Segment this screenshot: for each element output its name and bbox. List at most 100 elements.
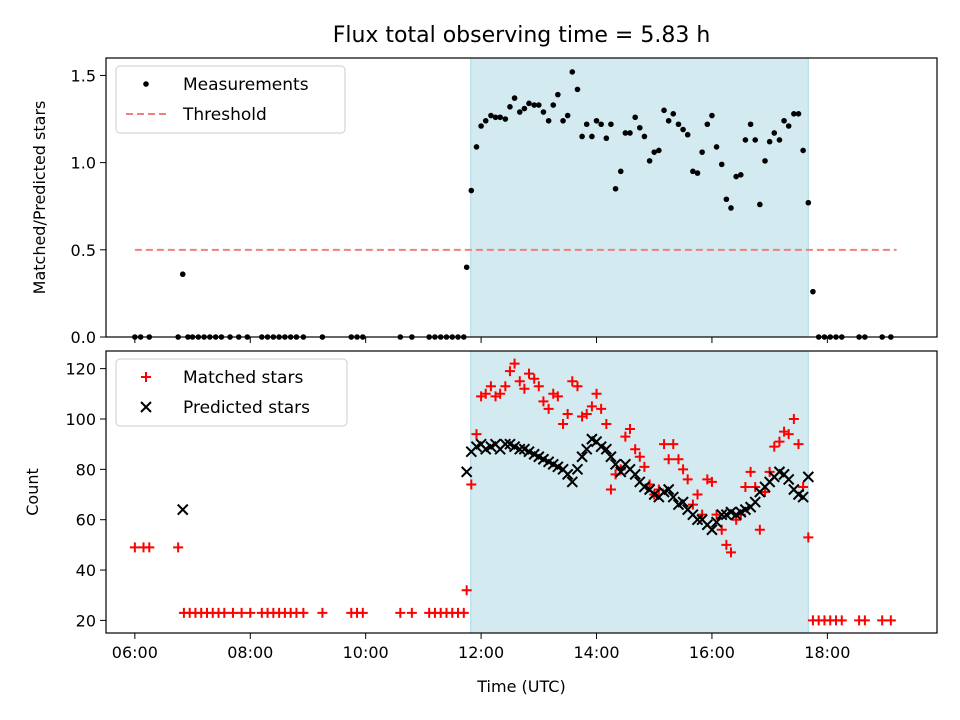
data-point [617, 168, 624, 175]
data-point [667, 491, 679, 503]
data-point [690, 168, 696, 175]
y-tick-label: 60 [76, 511, 96, 530]
data-point [471, 429, 482, 440]
data-point [488, 112, 494, 119]
data-point [591, 388, 602, 399]
data-point [531, 102, 537, 108]
data-point [406, 607, 417, 618]
data-point [639, 461, 650, 472]
data-point [485, 381, 496, 392]
data-point [663, 454, 674, 465]
data-point [760, 487, 771, 497]
data-point [463, 264, 470, 271]
data-point [684, 131, 691, 138]
data-point [885, 615, 896, 626]
data-point [504, 366, 515, 377]
legend-marker [140, 401, 152, 413]
data-point [682, 474, 693, 485]
y-tick-label: 20 [76, 611, 96, 630]
data-point [516, 109, 523, 115]
data-point [569, 69, 576, 75]
data-point [802, 471, 815, 483]
data-point [662, 483, 675, 496]
data-point [795, 111, 802, 117]
data-point [665, 117, 672, 124]
data-point [461, 585, 472, 596]
series-measurements [132, 69, 894, 340]
legend-label: Predicted stars [183, 398, 310, 418]
data-point [540, 109, 547, 115]
data-point [555, 91, 561, 98]
data-point [668, 439, 679, 450]
data-point [478, 123, 484, 129]
data-point [581, 443, 593, 455]
data-point [742, 137, 749, 143]
data-point [460, 466, 473, 478]
data-point [227, 607, 238, 618]
data-point [641, 133, 648, 140]
observing-span [470, 58, 809, 337]
data-point [691, 513, 704, 526]
data-point [492, 114, 499, 121]
data-point [637, 124, 643, 131]
data-point [771, 130, 778, 136]
data-point [791, 111, 797, 117]
data-point [497, 114, 503, 121]
data-point [793, 439, 804, 450]
x-tick-label: 14:00 [573, 643, 619, 662]
data-point [609, 458, 622, 471]
data-point [572, 381, 583, 392]
data-point [757, 201, 763, 208]
data-point [395, 607, 406, 618]
data-point [711, 509, 722, 520]
data-point [680, 126, 686, 133]
x-axis-label: Time (UTC) [476, 677, 565, 696]
legend-box [115, 65, 346, 134]
data-point [622, 130, 629, 136]
y-tick-label: 0.5 [71, 241, 96, 260]
data-point [129, 542, 140, 553]
data-point [747, 121, 754, 128]
data-point [745, 466, 756, 477]
legend-label: Measurements [183, 75, 309, 95]
data-point [468, 187, 475, 194]
data-point [600, 443, 613, 455]
data-point [774, 436, 785, 447]
data-point [473, 144, 480, 150]
data-point [612, 185, 619, 192]
data-point [179, 271, 186, 278]
data-point [718, 161, 725, 168]
data-point [519, 383, 530, 394]
data-point [709, 112, 715, 119]
data-point [507, 104, 513, 110]
panel-ratio: 0.0 0.5 1.0 1.5 Measurements Threshold [71, 57, 938, 347]
x-tick-label: 18:00 [804, 643, 850, 662]
data-point [317, 607, 328, 618]
data-point [716, 508, 728, 521]
data-point [766, 138, 773, 145]
data-point [543, 403, 554, 414]
data-point [877, 615, 888, 626]
data-point [173, 542, 184, 553]
data-point [706, 476, 717, 487]
data-point [566, 476, 578, 488]
data-point [560, 117, 566, 124]
data-point [694, 170, 701, 176]
data-point [661, 107, 667, 114]
data-point [769, 441, 780, 452]
data-point [529, 373, 540, 384]
data-point [740, 481, 751, 492]
data-point [713, 144, 720, 150]
y-tick-label: 80 [76, 460, 96, 479]
data-point [567, 376, 578, 387]
data-point [776, 137, 783, 143]
data-point [836, 615, 847, 626]
data-point [561, 468, 574, 481]
data-point [737, 172, 744, 178]
chart-title: Flux total observing time = 5.83 h [333, 23, 711, 48]
series-predicted-stars [177, 433, 815, 536]
data-point [615, 466, 627, 478]
x-tick-label: 06:00 [112, 643, 158, 662]
data-point [245, 607, 256, 618]
